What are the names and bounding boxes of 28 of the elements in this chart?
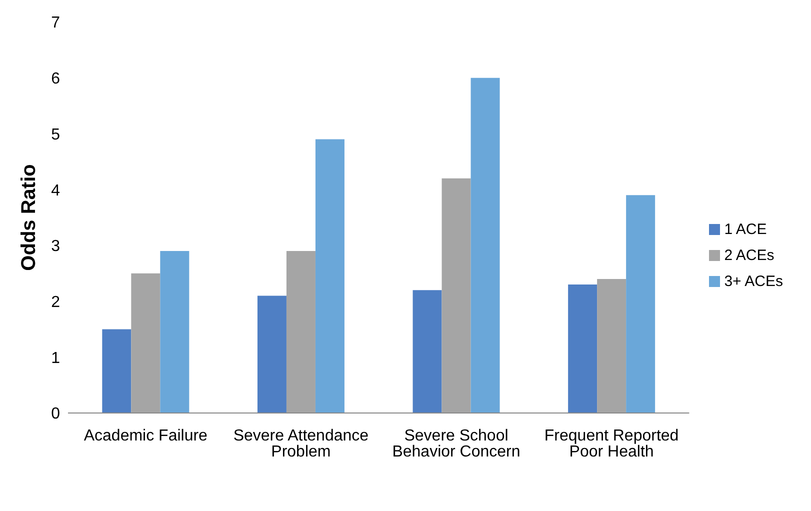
- y-tick-label: 7: [51, 14, 60, 32]
- bar: [286, 251, 316, 413]
- y-axis-title: Odds Ratio: [18, 164, 40, 271]
- y-tick-label: 2: [51, 294, 60, 311]
- bar: [470, 78, 500, 413]
- bar: [102, 329, 132, 413]
- bar: [257, 296, 286, 413]
- y-tick-label: 1: [51, 350, 60, 367]
- x-tick-label: Academic Failure: [84, 427, 208, 444]
- y-tick-label: 6: [51, 70, 60, 88]
- y-tick-label: 5: [51, 126, 60, 144]
- legend-label: 3+ ACEs: [724, 272, 783, 290]
- bar: [568, 284, 598, 413]
- legend-label: 1 ACE: [724, 220, 767, 238]
- x-tick-label: Severe School Behavior Concern: [392, 427, 520, 460]
- y-tick-label: 3: [51, 238, 60, 256]
- y-tick-label: 4: [51, 182, 60, 200]
- legend-label: 2 ACEs: [724, 246, 774, 264]
- bar: [412, 290, 442, 413]
- bar: [597, 278, 626, 413]
- y-tick-label: 0: [51, 406, 60, 423]
- x-tick-label: Frequent Reported Poor Health: [544, 427, 679, 460]
- bar: [160, 251, 190, 413]
- x-tick-label: Severe Attendance Problem: [233, 427, 369, 460]
- bar: [131, 273, 160, 413]
- bar: [626, 195, 656, 413]
- bar: [442, 178, 471, 413]
- bar: [315, 139, 344, 413]
